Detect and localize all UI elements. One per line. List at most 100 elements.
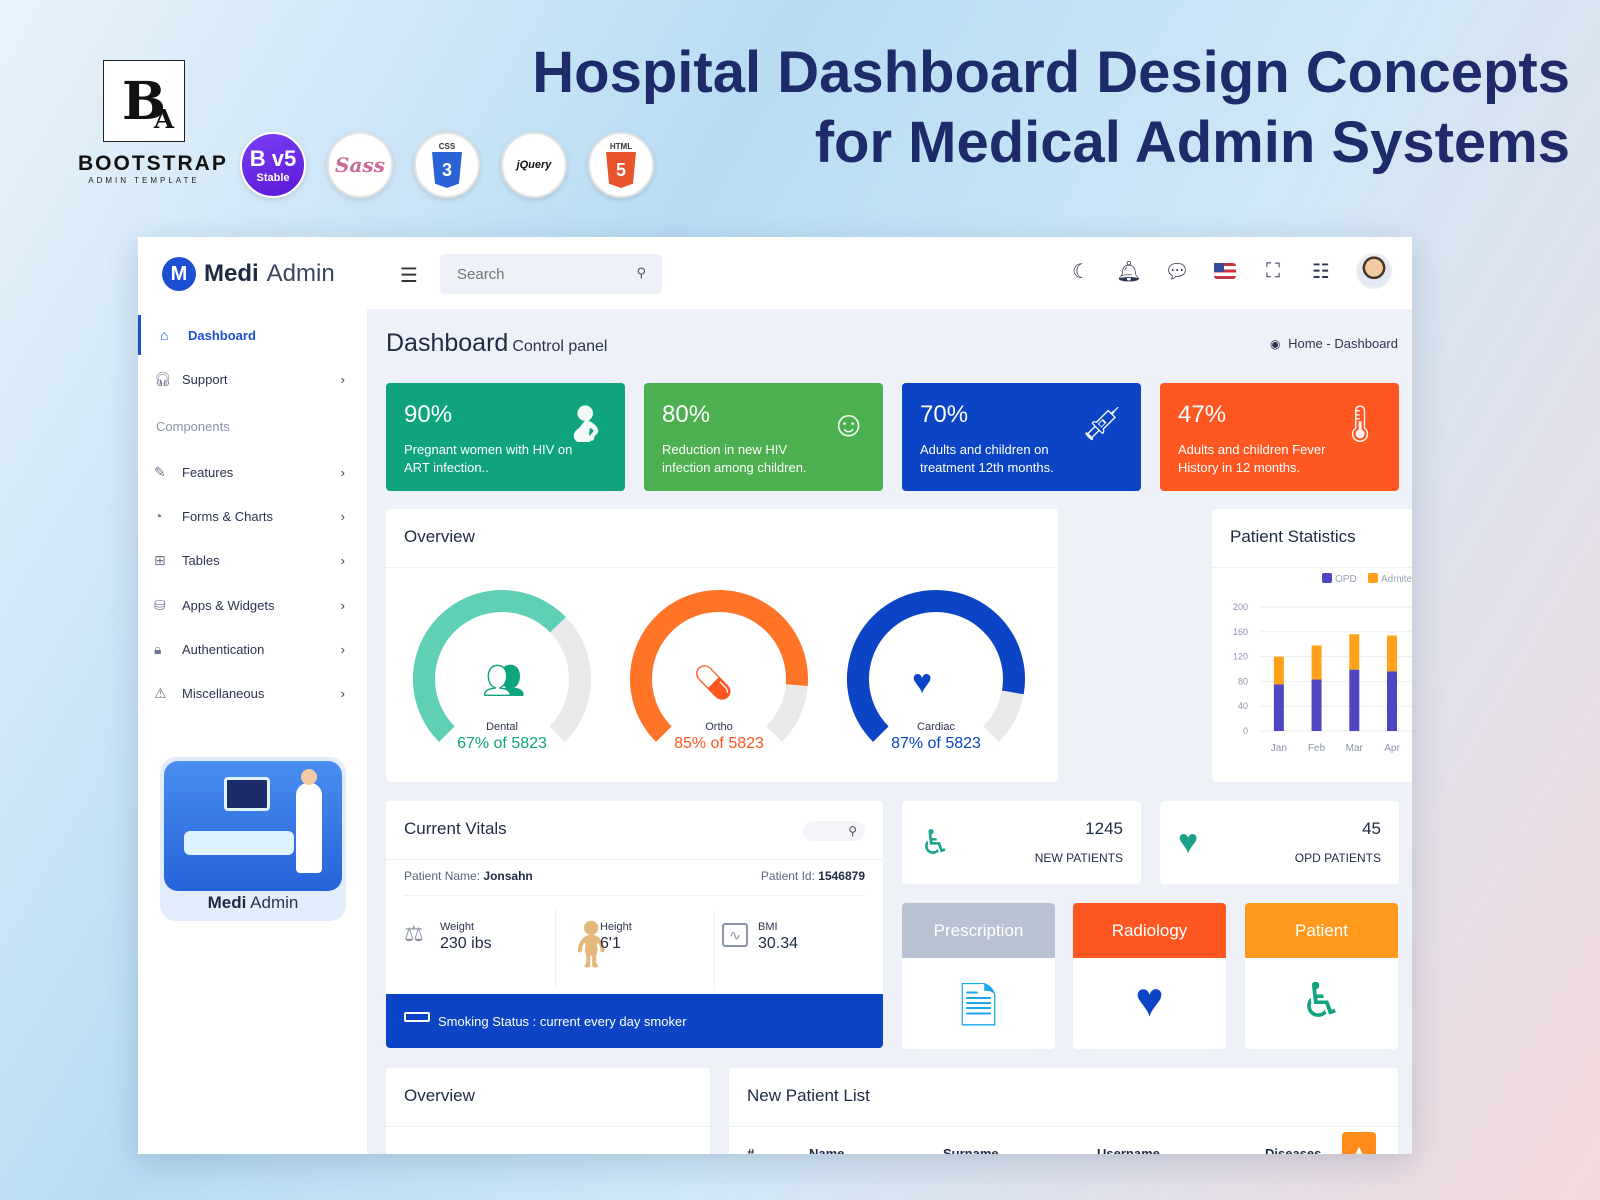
y-tick-label: 120 bbox=[1233, 652, 1248, 662]
x-tick-label: Apr bbox=[1384, 743, 1400, 754]
sidebar-item-features[interactable]: ✎ Features › bbox=[154, 463, 345, 480]
breadcrumb: ◉ Home - Dashboard bbox=[1270, 336, 1398, 351]
document-icon: 🗎︎ bbox=[959, 981, 998, 1034]
body-height-icon: 🧍︎ bbox=[562, 918, 621, 970]
dental-icon: 👥︎ bbox=[482, 662, 526, 700]
vital-weight: Weight 230 ibs bbox=[440, 921, 492, 952]
heart-pulse-icon: ♥ bbox=[1135, 974, 1164, 1027]
headset-icon: 🎧︎ bbox=[154, 370, 172, 387]
vital-bmi: BMI 30.34 bbox=[758, 921, 799, 952]
moon-icon[interactable]: ☾ bbox=[1072, 260, 1090, 283]
scale-icon: ⚖ bbox=[404, 921, 424, 946]
tech-badges: B v5 Stable Sass CSS 3 jQuery HTML 5 bbox=[240, 132, 654, 198]
sidebar-item-apps-widgets[interactable]: ⛁ Apps & Widgets › bbox=[154, 596, 345, 613]
wheelchair-icon: ♿︎ bbox=[920, 824, 951, 862]
edit-icon: ✎ bbox=[154, 463, 166, 480]
chevron-right-icon: › bbox=[340, 464, 345, 480]
page-title: Dashboard Control panel bbox=[386, 329, 608, 357]
sidebar-item-dashboard[interactable]: ⌂ Dashboard bbox=[138, 315, 367, 355]
gauge-label-ortho: Ortho bbox=[705, 721, 733, 733]
gauge-fill-cardiac bbox=[847, 590, 1025, 742]
top-bar: M Medi Admin ☰ ⚲ ☾ 🔔︎ 💬︎ ⛶ ☷ bbox=[138, 237, 1412, 309]
opd-patients-card[interactable]: ♥ 45 OPD PATIENTS bbox=[1160, 801, 1399, 884]
menu-toggle-icon[interactable]: ☰ bbox=[400, 265, 418, 287]
flag-us-icon[interactable] bbox=[1212, 253, 1238, 289]
sidebar-heading: Components bbox=[156, 419, 230, 434]
new-patient-list-card: New Patient List # Name Surname Username… bbox=[729, 1068, 1398, 1154]
current-vitals-card: Current Vitals ⚲ Patient Name: Jonsahn P… bbox=[386, 801, 883, 1048]
pregnant-woman-icon: 🤰︎ bbox=[563, 403, 609, 444]
gauge-label-cardiac: Cardiac bbox=[917, 721, 955, 733]
gauge-label-dental: Dental bbox=[486, 721, 518, 733]
top-icons: ☾ 🔔︎ 💬︎ ⛶ ☷ bbox=[1068, 253, 1392, 289]
x-tick-label: Mar bbox=[1346, 743, 1364, 754]
patient-name: Patient Name: Jonsahn bbox=[404, 869, 533, 883]
radiology-tile[interactable]: Radiology ♥ bbox=[1073, 903, 1226, 1049]
fullscreen-icon[interactable]: ⛶ bbox=[1266, 259, 1280, 282]
stat-card[interactable]: 47% Adults and children Fever History in… bbox=[1160, 383, 1399, 491]
breadcrumb-current: Dashboard bbox=[1334, 336, 1398, 351]
bmi-pulse-icon: ∿ bbox=[722, 923, 748, 947]
gauge-value-dental: 67% of 5823 bbox=[457, 735, 547, 752]
brand-subtitle: ADMIN TEMPLATE bbox=[88, 176, 200, 185]
legend-swatch bbox=[1368, 573, 1378, 583]
chevron-right-icon: › bbox=[340, 597, 345, 613]
chevron-right-icon: › bbox=[340, 508, 345, 524]
scroll-top-button[interactable]: ▴ bbox=[1342, 1132, 1376, 1154]
brand-name: BOOTSTRAP bbox=[78, 152, 228, 175]
sidebar-item-authentication[interactable]: 🔒︎ Authentication › bbox=[154, 640, 345, 657]
stat-card[interactable]: 90% Pregnant women with HIV on ART infec… bbox=[386, 383, 625, 491]
prescription-tile[interactable]: Prescription 🗎︎ bbox=[902, 903, 1055, 1049]
html5-badge: HTML 5 bbox=[588, 132, 654, 198]
overview-card: Overview Dental 67% of 5823 Ortho 85% of… bbox=[386, 509, 1058, 782]
y-tick-label: 0 bbox=[1243, 726, 1248, 736]
new-patients-card[interactable]: ♿︎ 1245 NEW PATIENTS bbox=[902, 801, 1141, 884]
stat-card[interactable]: 80% Reduction in new HIV infection among… bbox=[644, 383, 883, 491]
sidebar-item-forms-charts[interactable]: ◔ Forms & Charts › bbox=[154, 508, 345, 524]
patient-statistics-card: Patient Statistics 0 40 80 120 160 200 Jan Feb M… bbox=[1212, 509, 1412, 782]
warning-icon: ⚠ bbox=[154, 684, 167, 701]
css3-badge: CSS 3 bbox=[414, 132, 480, 198]
breadcrumb-home[interactable]: Home bbox=[1288, 336, 1323, 351]
chevron-right-icon: › bbox=[340, 371, 345, 387]
search-icon[interactable]: ⚲ bbox=[636, 265, 646, 280]
patient-table: # Name Surname Username Diseases bbox=[747, 1144, 1367, 1154]
chevron-right-icon: › bbox=[340, 685, 345, 701]
sidebar-item-miscellaneous[interactable]: ⚠ Miscellaneous › bbox=[154, 684, 345, 701]
bar-admited-jan bbox=[1273, 656, 1284, 685]
patient-tile[interactable]: Patient ♿︎ bbox=[1245, 903, 1398, 1049]
table-header-row: # Name Surname Username Diseases bbox=[747, 1146, 1322, 1154]
heartbeat-icon: ♥ bbox=[1178, 823, 1199, 861]
search-input[interactable] bbox=[440, 254, 620, 294]
chat-icon[interactable]: 💬︎ bbox=[1164, 260, 1190, 283]
patient-id: Patient Id: 1546879 bbox=[760, 869, 865, 883]
gauge-fill-dental bbox=[413, 590, 566, 742]
app-logo[interactable]: M Medi Admin bbox=[162, 257, 335, 291]
home-icon: ⌂ bbox=[160, 327, 169, 343]
baby-icon: ☺ bbox=[830, 403, 867, 444]
y-tick-label: 160 bbox=[1233, 627, 1248, 637]
jquery-badge: jQuery bbox=[501, 132, 567, 198]
vitals-search-icon[interactable]: ⚲ bbox=[803, 821, 865, 841]
lock-icon: 🔒︎ bbox=[154, 640, 162, 657]
search-box: ⚲ bbox=[440, 254, 662, 294]
avatar[interactable] bbox=[1356, 253, 1392, 289]
sidebar-item-support[interactable]: 🎧︎ Support › bbox=[154, 370, 345, 387]
sidebar-item-tables[interactable]: ⊞ Tables › bbox=[154, 551, 345, 568]
medicine-syringe-icon: 💉︎ bbox=[1079, 403, 1125, 444]
bar-opd-feb bbox=[1311, 679, 1322, 731]
ortho-pill-icon: 💊︎ bbox=[692, 664, 736, 702]
settings-sliders-icon[interactable]: ☷ bbox=[1312, 260, 1330, 283]
smoking-status-bar: Smoking Status : current every day smoke… bbox=[386, 994, 883, 1048]
promo-title: Hospital Dashboard Design Concepts for M… bbox=[532, 40, 1570, 175]
bar-admited-feb bbox=[1311, 645, 1322, 680]
sass-badge: Sass bbox=[327, 132, 393, 198]
legend-swatch bbox=[1322, 573, 1332, 583]
chevron-right-icon: › bbox=[340, 552, 345, 568]
x-tick-label: Jan bbox=[1271, 743, 1287, 754]
bell-icon[interactable]: 🔔︎ bbox=[1116, 260, 1142, 283]
chevron-right-icon: › bbox=[340, 641, 345, 657]
stat-card[interactable]: 70% Adults and children on treatment 12t… bbox=[902, 383, 1141, 491]
